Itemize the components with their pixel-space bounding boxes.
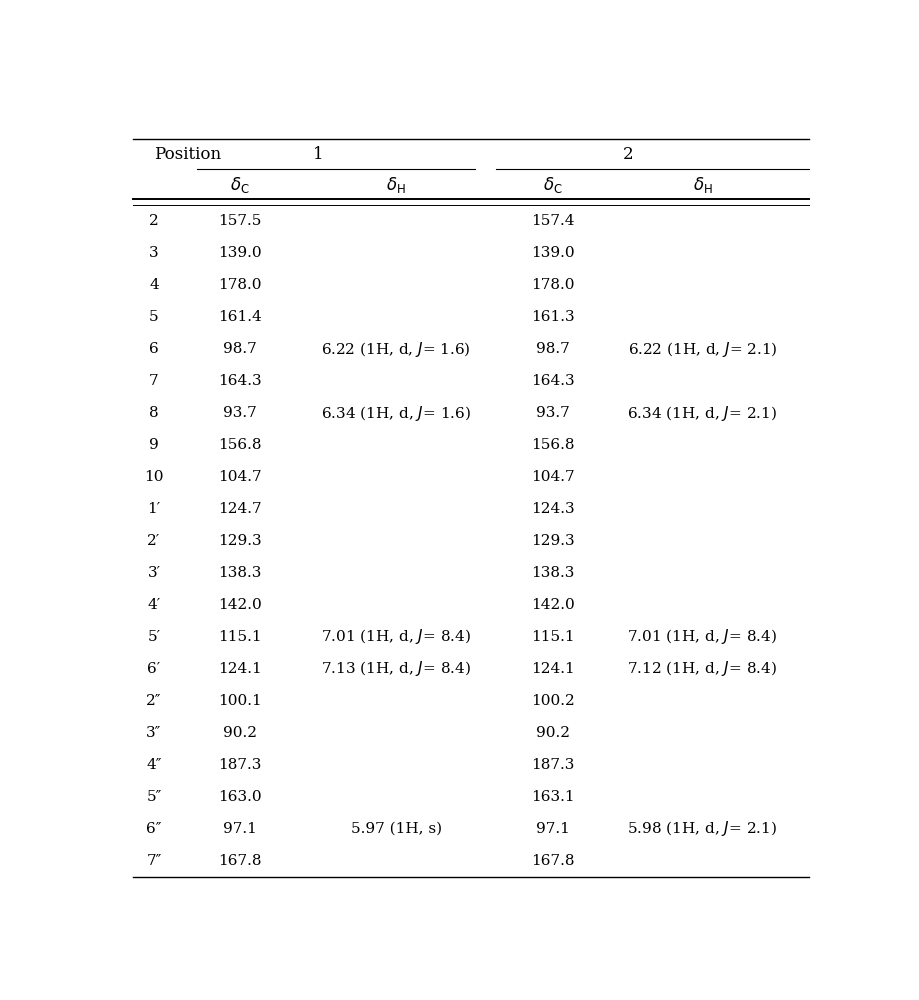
Text: $\delta_{\rm H}$: $\delta_{\rm H}$ [386, 175, 406, 195]
Text: 138.3: 138.3 [531, 566, 574, 580]
Text: 8: 8 [149, 406, 159, 420]
Text: 161.4: 161.4 [218, 310, 261, 324]
Text: 3: 3 [149, 246, 159, 260]
Text: 138.3: 138.3 [218, 566, 261, 580]
Text: $\delta_{\rm C}$: $\delta_{\rm C}$ [230, 175, 249, 195]
Text: 1: 1 [312, 146, 323, 163]
Text: 124.1: 124.1 [531, 662, 574, 676]
Text: 139.0: 139.0 [531, 246, 574, 260]
Text: 3″: 3″ [146, 726, 162, 740]
Text: 7.13 (1H, d, $J$= 8.4): 7.13 (1H, d, $J$= 8.4) [321, 659, 471, 678]
Text: 124.1: 124.1 [218, 662, 261, 676]
Text: 139.0: 139.0 [218, 246, 261, 260]
Text: 124.7: 124.7 [218, 502, 261, 516]
Text: 104.7: 104.7 [218, 470, 261, 484]
Text: 142.0: 142.0 [218, 598, 261, 612]
Text: 6.22 (1H, d, $J$= 1.6): 6.22 (1H, d, $J$= 1.6) [322, 340, 471, 359]
Text: 187.3: 187.3 [218, 758, 261, 772]
Text: 5.98 (1H, d, $J$= 2.1): 5.98 (1H, d, $J$= 2.1) [628, 819, 777, 838]
Text: 9: 9 [149, 438, 159, 452]
Text: 93.7: 93.7 [536, 406, 570, 420]
Text: 7″: 7″ [146, 854, 162, 868]
Text: 129.3: 129.3 [531, 534, 574, 548]
Text: 161.3: 161.3 [531, 310, 574, 324]
Text: Position: Position [154, 146, 221, 163]
Text: 98.7: 98.7 [536, 342, 570, 356]
Text: 4″: 4″ [146, 758, 162, 772]
Text: 7.12 (1H, d, $J$= 8.4): 7.12 (1H, d, $J$= 8.4) [628, 659, 777, 678]
Text: 163.1: 163.1 [531, 790, 574, 804]
Text: 6: 6 [149, 342, 159, 356]
Text: 129.3: 129.3 [218, 534, 261, 548]
Text: 100.1: 100.1 [218, 694, 261, 708]
Text: 2″: 2″ [146, 694, 162, 708]
Text: 6.34 (1H, d, $J$= 2.1): 6.34 (1H, d, $J$= 2.1) [628, 404, 777, 423]
Text: 7.01 (1H, d, $J$= 8.4): 7.01 (1H, d, $J$= 8.4) [321, 627, 471, 646]
Text: 157.5: 157.5 [218, 214, 261, 228]
Text: 6″: 6″ [146, 822, 162, 836]
Text: 6.22 (1H, d, $J$= 2.1): 6.22 (1H, d, $J$= 2.1) [628, 340, 777, 359]
Text: 2′: 2′ [147, 534, 161, 548]
Text: 142.0: 142.0 [531, 598, 574, 612]
Text: 178.0: 178.0 [218, 278, 261, 292]
Text: 93.7: 93.7 [222, 406, 256, 420]
Text: 104.7: 104.7 [531, 470, 574, 484]
Text: 164.3: 164.3 [531, 374, 574, 388]
Text: $\delta_{\rm C}$: $\delta_{\rm C}$ [543, 175, 562, 195]
Text: 167.8: 167.8 [218, 854, 261, 868]
Text: 2: 2 [622, 146, 633, 163]
Text: 164.3: 164.3 [218, 374, 261, 388]
Text: 7: 7 [149, 374, 159, 388]
Text: 124.3: 124.3 [531, 502, 574, 516]
Text: 5.97 (1H, s): 5.97 (1H, s) [351, 822, 442, 836]
Text: 167.8: 167.8 [531, 854, 574, 868]
Text: $\delta_{\rm H}$: $\delta_{\rm H}$ [693, 175, 712, 195]
Text: 4: 4 [149, 278, 159, 292]
Text: 156.8: 156.8 [218, 438, 261, 452]
Text: 187.3: 187.3 [531, 758, 574, 772]
Text: 157.4: 157.4 [531, 214, 574, 228]
Text: 3′: 3′ [147, 566, 161, 580]
Text: 4′: 4′ [147, 598, 161, 612]
Text: 178.0: 178.0 [531, 278, 574, 292]
Text: 90.2: 90.2 [222, 726, 256, 740]
Text: 5″: 5″ [146, 790, 162, 804]
Text: 6.34 (1H, d, $J$= 1.6): 6.34 (1H, d, $J$= 1.6) [321, 404, 471, 423]
Text: 5: 5 [149, 310, 159, 324]
Text: 98.7: 98.7 [222, 342, 256, 356]
Text: 115.1: 115.1 [531, 630, 574, 644]
Text: 100.2: 100.2 [531, 694, 574, 708]
Text: 6′: 6′ [147, 662, 161, 676]
Text: 1′: 1′ [147, 502, 161, 516]
Text: 5′: 5′ [147, 630, 161, 644]
Text: 10: 10 [144, 470, 164, 484]
Text: 97.1: 97.1 [536, 822, 570, 836]
Text: 90.2: 90.2 [536, 726, 570, 740]
Text: 97.1: 97.1 [222, 822, 256, 836]
Text: 156.8: 156.8 [531, 438, 574, 452]
Text: 7.01 (1H, d, $J$= 8.4): 7.01 (1H, d, $J$= 8.4) [628, 627, 777, 646]
Text: 2: 2 [149, 214, 159, 228]
Text: 163.0: 163.0 [218, 790, 261, 804]
Text: 115.1: 115.1 [218, 630, 261, 644]
